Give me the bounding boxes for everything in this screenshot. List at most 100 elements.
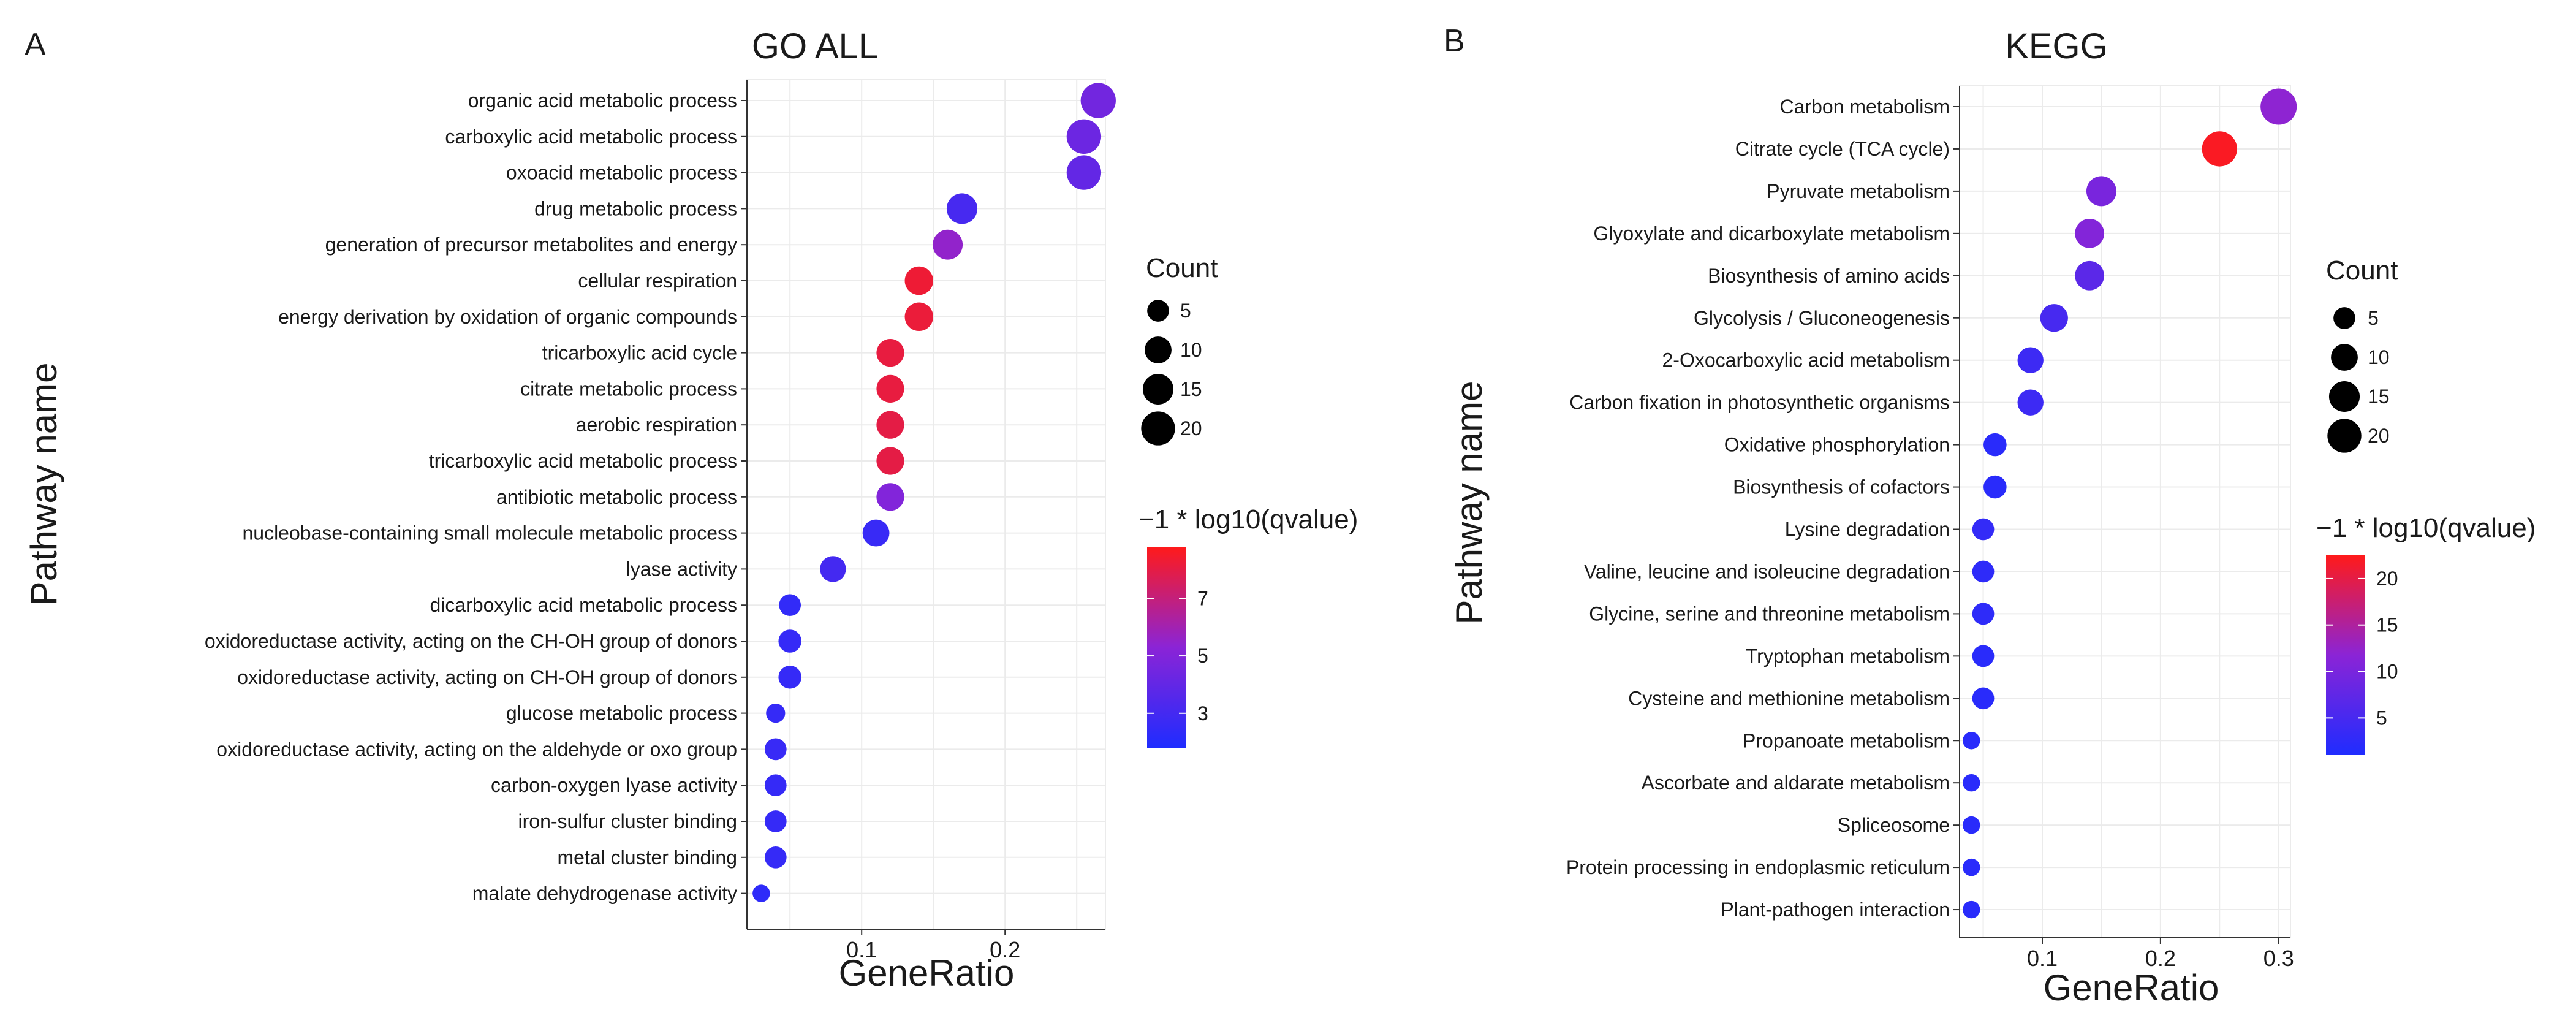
panel-b-category-label: Biosynthesis of amino acids: [1708, 265, 1950, 287]
panel-a-category-label: energy derivation by oxidation of organi…: [278, 306, 737, 328]
panel-a-category-label: drug metabolic process: [534, 197, 737, 219]
panel-a-point: [779, 594, 801, 617]
panel-b-category-label: Citrate cycle (TCA cycle): [1735, 138, 1950, 160]
panel-b-point: [1972, 603, 1995, 625]
panel-a-category-label: oxidoreductase activity, acting on the C…: [205, 630, 737, 652]
panel-b-label: B: [1444, 23, 1465, 59]
panel-b-title: KEGG: [2005, 26, 2108, 66]
panel-b-point: [1972, 560, 1995, 583]
panel-b-size-legend-dot: [2333, 307, 2355, 329]
panel-a-point: [778, 629, 801, 653]
panel-a-point: [933, 229, 963, 260]
panel-a-category-label: oxidoreductase activity, acting on CH-OH…: [237, 666, 737, 688]
panel-a-points: [752, 83, 1116, 902]
panel-b-size-legend-dot: [2327, 419, 2362, 453]
panel-a-size-legend-dot: [1145, 336, 1172, 363]
panel-a-label: A: [25, 27, 46, 63]
panel-a-category-label: organic acid metabolic process: [468, 89, 737, 112]
panel-a-point: [946, 193, 978, 224]
panel-b-point: [1983, 475, 2007, 499]
panel-b-category-label: Plant-pathogen interaction: [1721, 899, 1950, 921]
panel-a-size-legend-label: 10: [1180, 339, 1202, 361]
panel-a-size-legend-label: 15: [1180, 378, 1202, 400]
panel-b-x-axis: 0.1 0.2 0.3: [2027, 938, 2294, 971]
panel-b-point: [1983, 433, 2007, 457]
panel-b-category-label: Carbon metabolism: [1780, 96, 1950, 118]
panel-a-size-legend-label: 5: [1180, 300, 1191, 322]
panel-b: B KEGG Pathway name GeneRatio Carbon met…: [1444, 23, 2536, 1008]
panel-b-category-label: Glycine, serine and threonine metabolism: [1589, 603, 1950, 625]
panel-b-x-tick-label: 0.2: [2145, 946, 2176, 971]
panel-b-point: [1963, 732, 1980, 750]
panel-a-y-axis-title: Pathway name: [23, 363, 64, 606]
panel-a-title: GO ALL: [752, 26, 878, 66]
panel-b-color-legend-title: −1 * log10(qvalue): [2316, 513, 2536, 543]
panel-b-category-label: Pyruvate metabolism: [1767, 180, 1950, 202]
panel-b-size-legend-dot: [2331, 344, 2358, 371]
panel-a-size-legend: Count 5 10 15 20: [1141, 253, 1218, 446]
panel-a-point: [752, 884, 770, 902]
panel-b-point: [2017, 347, 2044, 373]
panel-a-category-label: tricarboxylic acid metabolic process: [429, 450, 737, 472]
panel-a-category-label: glucose metabolic process: [506, 702, 737, 724]
panel-a-size-legend-title: Count: [1146, 253, 1218, 283]
panel-a-point: [876, 447, 904, 475]
panel-b-gridlines: [1960, 86, 2290, 938]
panel-b-category-label: Cysteine and methionine metabolism: [1628, 687, 1950, 709]
panel-b-point: [2075, 218, 2105, 248]
panel-a-category-label: cellular respiration: [578, 270, 737, 292]
panel-a-category-label: generation of precursor metabolites and …: [325, 234, 737, 256]
panel-b-size-legend-label: 10: [2368, 346, 2390, 368]
panel-b-size-legend-dot: [2328, 381, 2360, 412]
panel-b-point: [2017, 389, 2044, 416]
panel-b-category-label: Valine, leucine and isoleucine degradati…: [1584, 560, 1950, 582]
panel-a-point: [820, 556, 846, 582]
panel-a-x-axis: 0.1 0.2: [846, 929, 1020, 962]
panel-b-point: [2040, 304, 2068, 332]
panel-a-point: [862, 519, 890, 547]
panel-b-x-tick-label: 0.1: [2027, 946, 2058, 971]
panel-b-category-label: Propanoate metabolism: [1743, 729, 1950, 751]
panel-b-point: [2086, 176, 2116, 207]
panel-b-points: [1963, 88, 2297, 919]
panel-b-color-legend: −1 * log10(qvalue) 5 10 15 20: [2316, 513, 2536, 755]
panel-a-category-label: dicarboxylic acid metabolic process: [430, 594, 737, 616]
panel-b-colorbar-label: 10: [2376, 661, 2398, 683]
panel-b-point: [1972, 645, 1995, 667]
panel-b-colorbar-label: 20: [2376, 568, 2398, 590]
panel-b-size-legend: Count 5 10 15 20: [2326, 256, 2398, 453]
panel-a-point: [904, 302, 934, 332]
panel-b-category-label: Ascorbate and aldarate metabolism: [1642, 772, 1950, 794]
panel-b-category-label: Tryptophan metabolism: [1746, 645, 1950, 667]
panel-a-point: [876, 374, 904, 403]
panel-b-category-label: Lysine degradation: [1785, 519, 1950, 541]
panel-a-category-label: antibiotic metabolic process: [496, 486, 737, 508]
panel-a-category-label: oxidoreductase activity, acting on the a…: [216, 738, 737, 760]
panel-b-size-legend-title: Count: [2326, 256, 2398, 286]
panel-b-category-label: Protein processing in endoplasmic reticu…: [1566, 856, 1950, 878]
panel-b-size-legend-label: 15: [2368, 386, 2390, 408]
panel-b-category-label: Glycolysis / Gluconeogenesis: [1694, 307, 1950, 329]
panel-a-point: [1080, 83, 1116, 118]
panel-a: A GO ALL Pathway name GeneRatio organic …: [23, 26, 1358, 994]
panel-b-category-label: Oxidative phosphorylation: [1724, 434, 1950, 456]
panel-b-colorbar: [2326, 555, 2365, 755]
panel-a-category-label: citrate metabolic process: [520, 378, 737, 400]
panel-a-size-legend-dot: [1141, 411, 1175, 446]
panel-a-point: [764, 846, 787, 869]
panel-a-category-label: lyase activity: [626, 558, 737, 580]
panel-a-point: [766, 703, 786, 723]
panel-b-category-label: Glyoxylate and dicarboxylate metabolism: [1593, 222, 1950, 245]
panel-b-category-label: 2-Oxocarboxylic acid metabolism: [1662, 349, 1950, 371]
panel-a-point: [764, 774, 787, 797]
panel-b-category-label: Carbon fixation in photosynthetic organi…: [1569, 392, 1950, 414]
panel-b-point: [2202, 131, 2237, 167]
panel-b-colorbar-label: 15: [2376, 614, 2398, 636]
panel-a-size-legend-dot: [1142, 373, 1174, 405]
panel-a-category-label: carboxylic acid metabolic process: [445, 126, 737, 148]
panel-b-point: [1963, 774, 1980, 792]
panel-b-category-label: Spliceosome: [1838, 814, 1950, 836]
panel-a-category-label: oxoacid metabolic process: [506, 162, 737, 184]
panel-a-category-label: metal cluster binding: [558, 846, 737, 869]
